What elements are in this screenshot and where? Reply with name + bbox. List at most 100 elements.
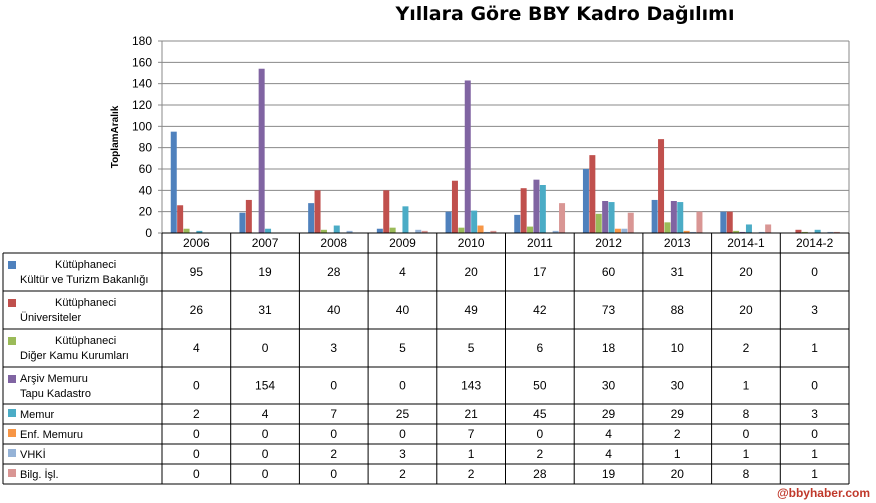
data-label: 10	[671, 341, 685, 355]
bar	[320, 229, 327, 233]
data-label: 0	[330, 467, 337, 481]
legend-key	[8, 375, 16, 383]
data-label: 0	[399, 379, 406, 393]
data-label: 8	[743, 407, 750, 421]
bar	[533, 179, 540, 233]
data-label: 5	[468, 341, 475, 355]
bar	[608, 202, 615, 233]
data-label: 31	[671, 265, 685, 279]
data-label: 17	[533, 265, 547, 279]
bar	[239, 212, 246, 233]
data-label: 2	[193, 407, 200, 421]
y-tick-label: 80	[139, 141, 153, 155]
data-label: 1	[468, 447, 475, 461]
bar	[471, 210, 478, 233]
data-label: 0	[399, 427, 406, 441]
legend-key	[8, 337, 16, 345]
data-label: 30	[602, 379, 616, 393]
data-label: 0	[743, 427, 750, 441]
bar	[765, 224, 772, 233]
bar	[696, 211, 703, 233]
data-label: 2	[468, 467, 475, 481]
data-label: 31	[258, 303, 272, 317]
data-label: 28	[533, 467, 547, 481]
data-label: 45	[533, 407, 547, 421]
legend-label: Memur	[20, 409, 55, 421]
data-label: 60	[602, 265, 616, 279]
bar	[726, 211, 733, 233]
bar	[739, 231, 746, 233]
data-label: 25	[396, 407, 410, 421]
bar	[389, 227, 396, 233]
legend-label: VHKİ	[20, 448, 46, 461]
bar	[670, 201, 677, 233]
data-label: 0	[330, 379, 337, 393]
bar	[458, 227, 465, 233]
legend-key	[8, 299, 16, 307]
y-tick-label: 20	[139, 205, 153, 219]
legend-label: Kütüphaneci	[55, 259, 116, 271]
y-tick-label: 100	[132, 119, 152, 133]
data-label: 7	[468, 427, 475, 441]
legend-key	[8, 261, 16, 269]
bar	[464, 80, 471, 233]
bar	[621, 228, 628, 233]
bar	[245, 199, 252, 233]
bar	[614, 228, 621, 233]
bar	[733, 230, 740, 233]
bar	[627, 212, 634, 233]
bar	[651, 199, 658, 233]
data-label: 3	[330, 341, 337, 355]
legend-key	[8, 429, 16, 437]
data-label: 21	[464, 407, 478, 421]
x-category-label: 2013	[664, 236, 691, 250]
bar	[582, 169, 589, 233]
bar	[683, 230, 690, 233]
data-label: 4	[262, 407, 269, 421]
x-category-label: 2014-1	[727, 236, 765, 250]
bar	[483, 231, 490, 233]
bar	[402, 206, 409, 233]
data-label: 50	[533, 379, 547, 393]
x-category-label: 2009	[389, 236, 416, 250]
data-label: 29	[671, 407, 685, 421]
data-label: 73	[602, 303, 616, 317]
data-label: 20	[739, 265, 753, 279]
data-label: 1	[743, 447, 750, 461]
legend-key	[8, 409, 16, 417]
bar	[664, 222, 671, 233]
data-label: 19	[602, 467, 616, 481]
data-label: 0	[193, 379, 200, 393]
data-label: 0	[330, 427, 337, 441]
data-label: 49	[464, 303, 478, 317]
y-tick-label: 140	[132, 77, 152, 91]
bar	[827, 231, 834, 233]
bar	[421, 230, 428, 233]
data-label: 2	[330, 447, 337, 461]
data-label: 88	[671, 303, 685, 317]
data-label: 1	[811, 341, 818, 355]
y-tick-label: 60	[139, 162, 153, 176]
bar	[170, 131, 177, 233]
data-label: 42	[533, 303, 547, 317]
data-label: 20	[739, 303, 753, 317]
y-tick-label: 180	[132, 34, 152, 48]
data-label: 0	[262, 341, 269, 355]
chart-title: Yıllara Göre BBY Kadro Dağılımı	[395, 3, 735, 25]
legend-label: Tapu Kadastro	[20, 388, 91, 400]
bar	[745, 224, 752, 233]
bar	[258, 68, 265, 233]
bar	[477, 225, 484, 233]
data-label: 30	[671, 379, 685, 393]
data-label: 0	[193, 467, 200, 481]
bar	[314, 190, 321, 233]
bar	[265, 228, 272, 233]
bar	[183, 228, 190, 233]
data-label: 0	[811, 379, 818, 393]
data-label: 2	[743, 341, 750, 355]
data-label: 0	[537, 427, 544, 441]
bar	[595, 213, 602, 233]
data-label: 20	[464, 265, 478, 279]
bar	[677, 202, 684, 233]
